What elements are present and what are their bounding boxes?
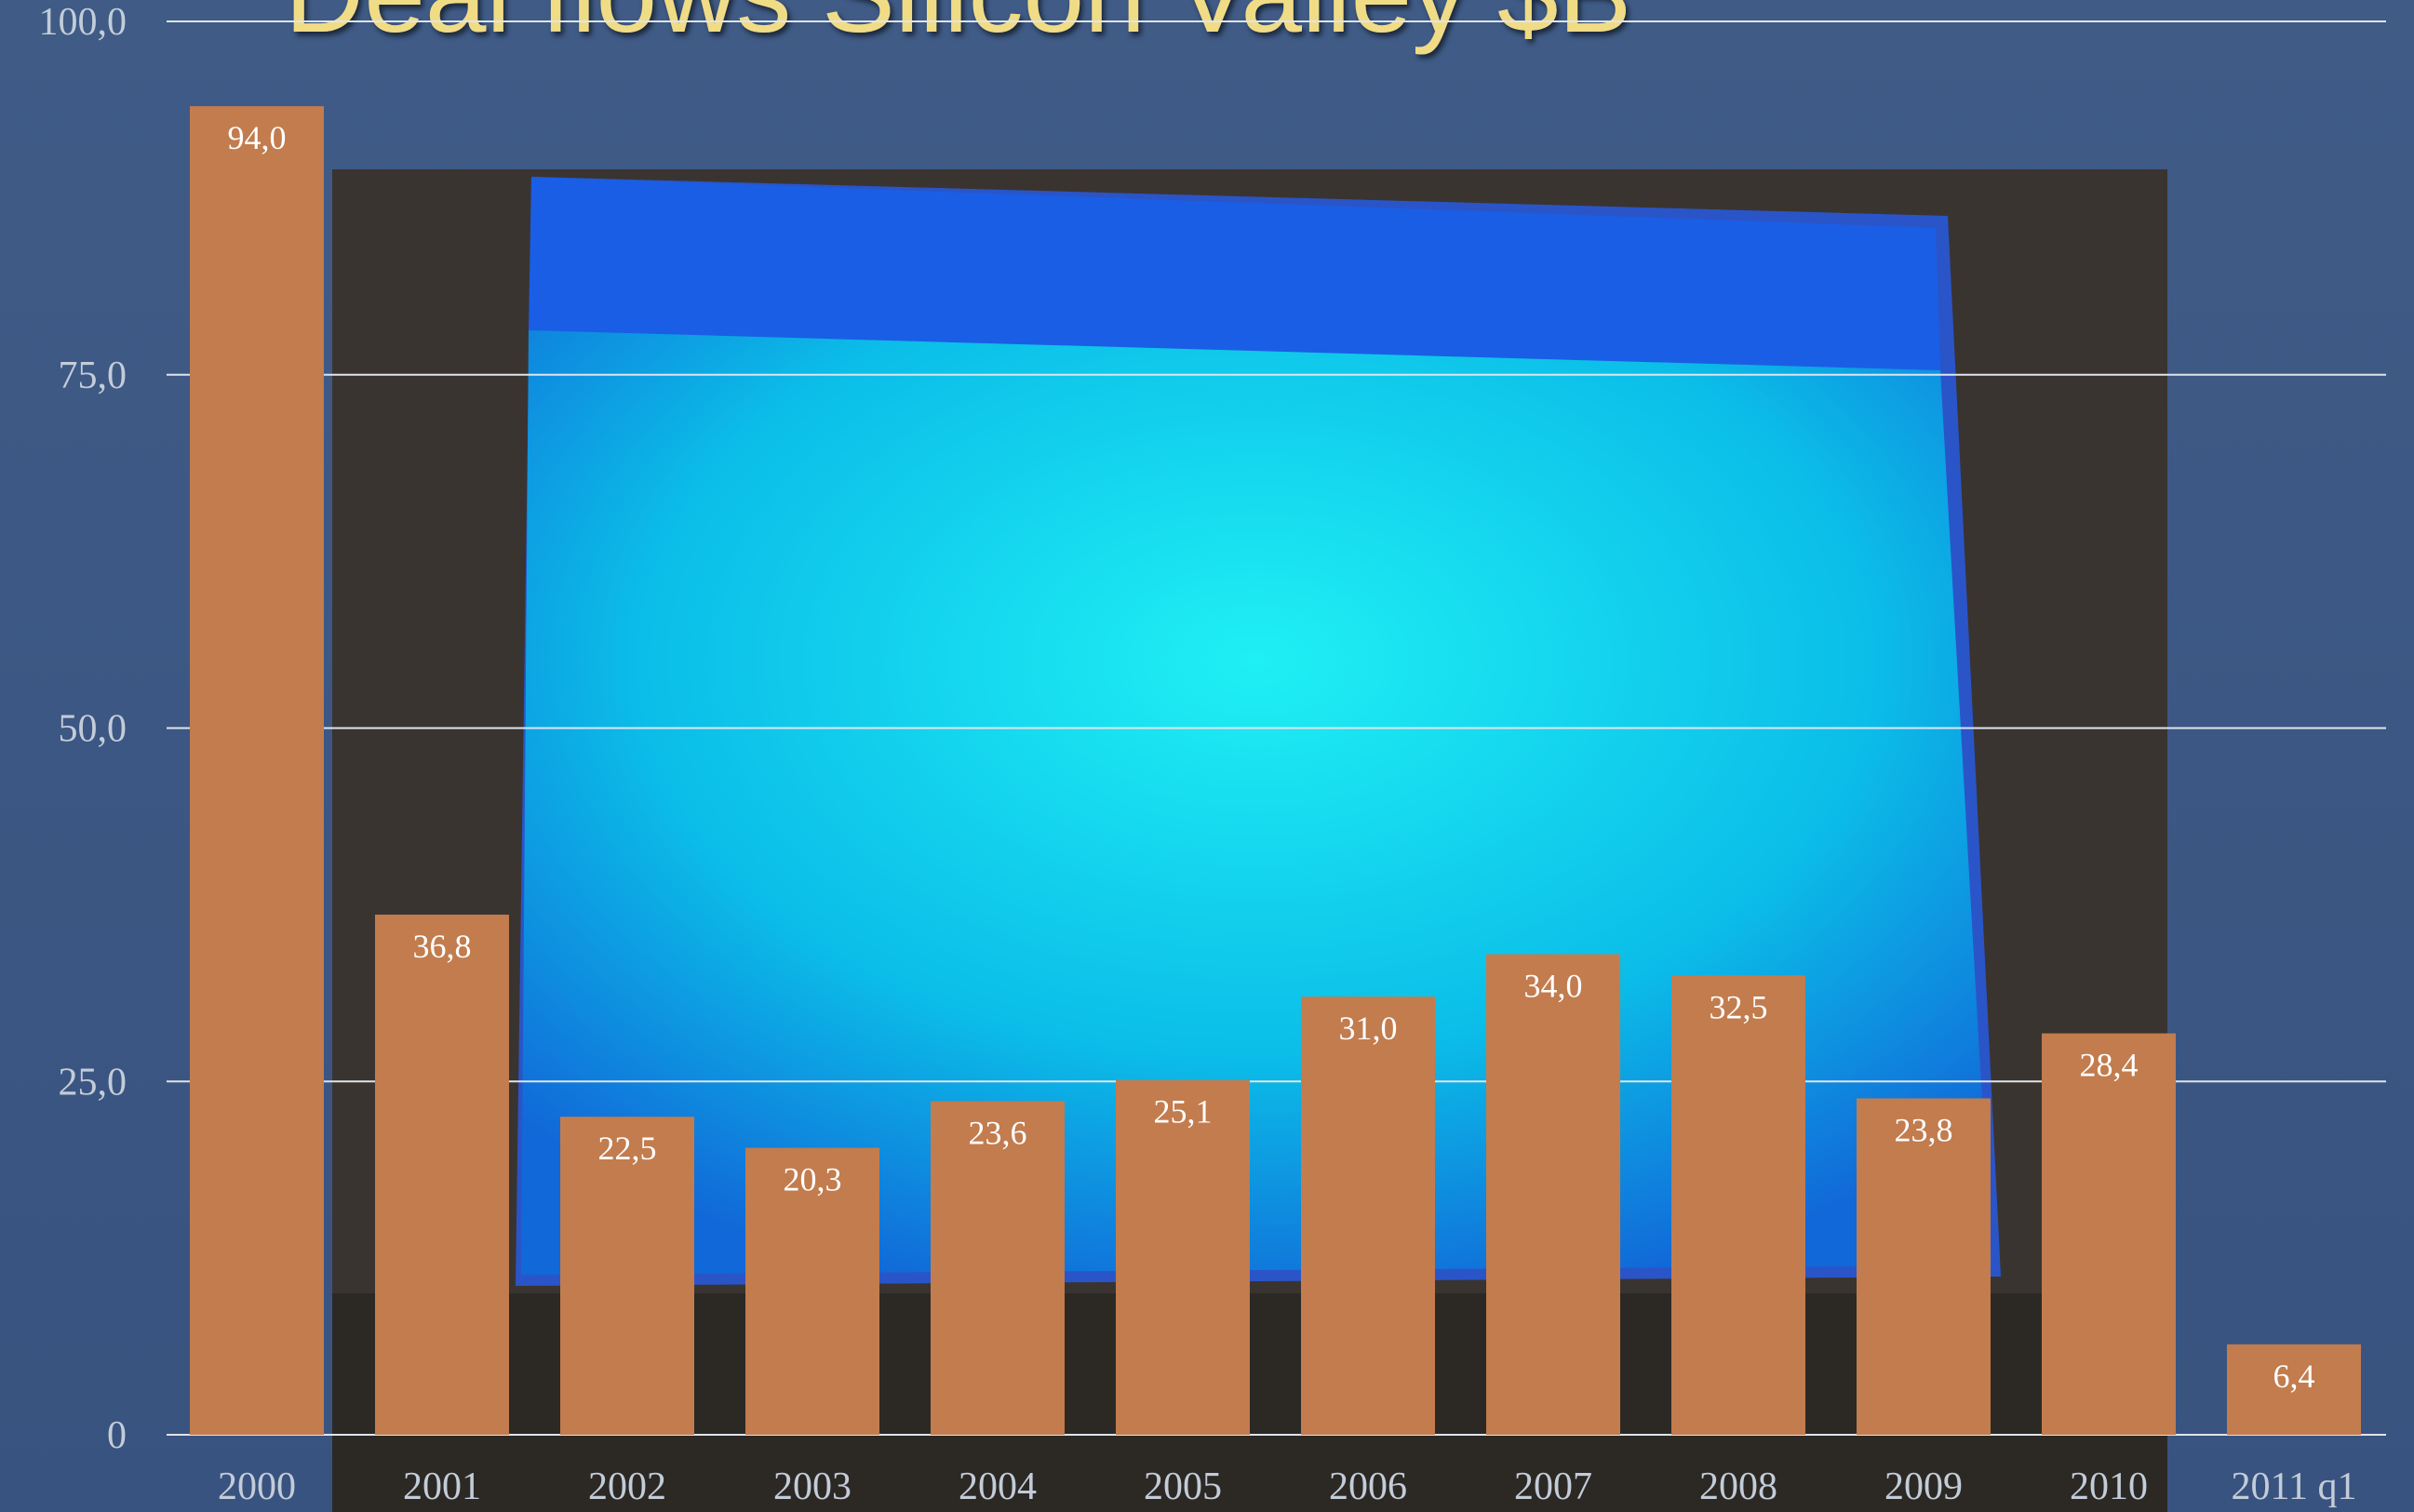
bar	[1857, 1098, 1991, 1435]
y-tick-label: 25,0	[59, 1061, 127, 1104]
x-tick-label: 2008	[1699, 1465, 1777, 1508]
bar	[2042, 1033, 2176, 1435]
bar	[745, 1147, 879, 1435]
y-tick-label: 50,0	[59, 708, 127, 751]
value-label: 20,3	[784, 1161, 842, 1198]
chart-title: Deal flows Silicon Valley $B	[285, 0, 1631, 56]
value-label: 23,6	[969, 1115, 1027, 1152]
value-label: 22,5	[598, 1130, 657, 1167]
x-tick-label: 2000	[218, 1465, 296, 1508]
value-label: 28,4	[2080, 1047, 2139, 1084]
bar	[2227, 1344, 2361, 1435]
bar	[1486, 954, 1620, 1435]
value-label: 6,4	[2273, 1358, 2315, 1395]
x-tick-label: 2003	[773, 1465, 852, 1508]
x-tick-label: 2011 q1	[2232, 1465, 2357, 1508]
bar	[1116, 1079, 1250, 1435]
x-tick-label: 2006	[1329, 1465, 1407, 1508]
value-label: 31,0	[1339, 1010, 1398, 1047]
bar	[1671, 975, 1805, 1435]
bar	[1301, 997, 1435, 1435]
value-label: 32,5	[1710, 988, 1768, 1025]
x-tick-label: 2001	[403, 1465, 481, 1508]
x-tick-label: 2004	[959, 1465, 1037, 1508]
value-label: 94,0	[228, 119, 287, 156]
bar	[375, 915, 509, 1435]
bar	[190, 106, 324, 1435]
value-label: 25,1	[1154, 1093, 1213, 1131]
value-label: 36,8	[413, 928, 472, 965]
x-tick-label: 2005	[1144, 1465, 1222, 1508]
y-tick-label: 100,0	[39, 1, 127, 44]
value-label: 23,8	[1895, 1111, 1953, 1148]
y-tick-label: 75,0	[59, 355, 127, 397]
value-label: 34,0	[1524, 968, 1583, 1005]
y-tick-label: 0	[107, 1414, 127, 1457]
x-tick-label: 2007	[1514, 1465, 1592, 1508]
x-tick-label: 2002	[588, 1465, 666, 1508]
bar	[931, 1101, 1065, 1435]
x-tick-label: 2009	[1884, 1465, 1963, 1508]
x-tick-label: 2010	[2070, 1465, 2148, 1508]
photo	[332, 169, 2167, 1512]
bar	[560, 1117, 694, 1435]
